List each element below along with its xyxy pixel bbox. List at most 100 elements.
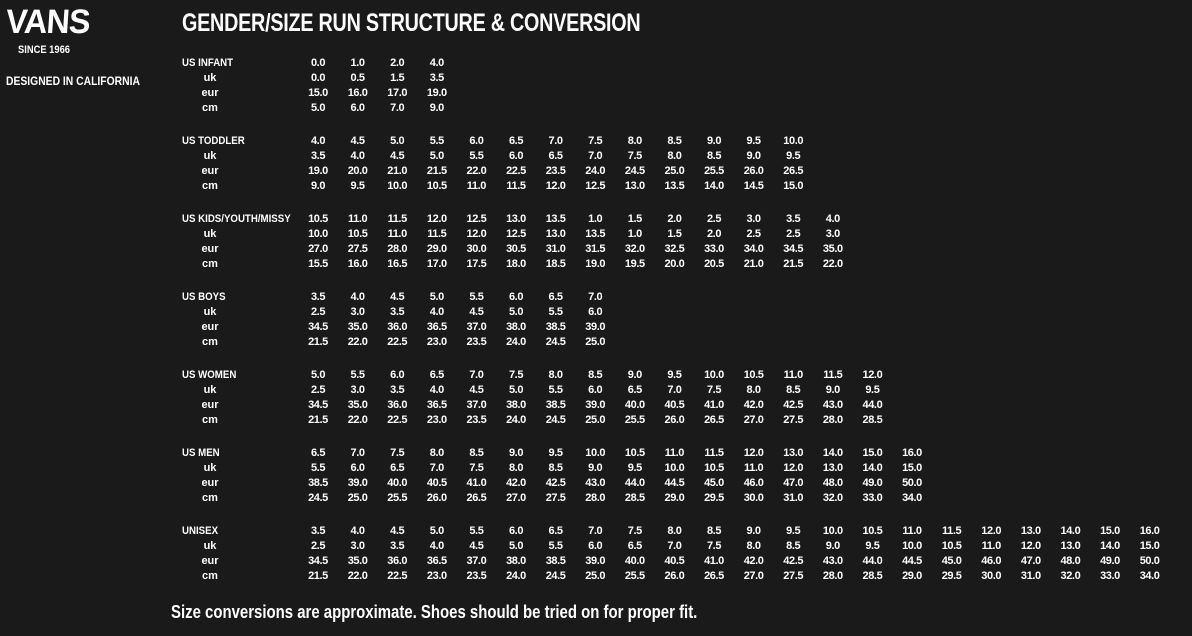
section-label: UNISEX bbox=[182, 525, 219, 537]
size-cell: 19.0 bbox=[585, 258, 606, 270]
size-row-uk: uk 2.5 3.0 3.5 4.0 4.5 5.0 5.5 6.0 6.5 7.0 7.5 8.0 8.… bbox=[0, 539, 1192, 554]
size-cell: 5.0 bbox=[429, 525, 444, 537]
size-cell: 1.0 bbox=[588, 213, 603, 225]
size-row-cm: cm 5.0 6.0 7.0 9.0 bbox=[0, 101, 1192, 116]
size-cell: 11.0 bbox=[902, 525, 922, 537]
size-cell: 8.5 bbox=[469, 447, 484, 459]
section-label: US KIDS/YOUTH/MISSY bbox=[182, 213, 291, 225]
size-cell: 28.5 bbox=[862, 570, 883, 582]
size-cell: 6.5 bbox=[548, 150, 563, 162]
size-cell: 16.0 bbox=[347, 87, 368, 99]
tagline: DESIGNED IN CALIFORNIA bbox=[6, 76, 140, 88]
size-row-uk: uk 10.0 10.5 11.0 11.5 12.0 12.5 13.0 13.5 1.0 1.5… bbox=[0, 227, 1192, 242]
size-cell: 11.0 bbox=[981, 540, 1002, 552]
size-cell: 5.5 bbox=[469, 291, 484, 303]
size-cell: 36.5 bbox=[426, 555, 447, 567]
size-cell: 36.0 bbox=[387, 399, 408, 411]
size-cell: 45.0 bbox=[941, 555, 962, 567]
row-label: uk bbox=[203, 462, 217, 474]
size-cell: 38.5 bbox=[545, 321, 566, 333]
size-cell: 7.0 bbox=[350, 447, 365, 459]
size-cell: 8.5 bbox=[548, 462, 563, 474]
row-label: cm bbox=[202, 414, 218, 426]
size-cell: 13.0 bbox=[783, 447, 804, 459]
size-cell: 50.0 bbox=[1139, 555, 1160, 567]
size-cell: 25.0 bbox=[664, 165, 685, 177]
size-cell: 24.5 bbox=[545, 336, 566, 348]
size-cell: 3.5 bbox=[429, 72, 444, 84]
size-cell: 19.0 bbox=[308, 165, 328, 177]
section-label: US TODDLER bbox=[182, 135, 245, 147]
size-row-us: US BOYS 3.5 4.0 4.5 5.0 5.5 6.0 6.5 7.0 bbox=[0, 290, 1192, 305]
size-cell: 6.5 bbox=[548, 525, 563, 537]
size-cell: 2.0 bbox=[667, 213, 682, 225]
size-cell: 32.0 bbox=[1060, 570, 1081, 582]
size-cell: 7.0 bbox=[469, 369, 484, 381]
size-cell: 30.0 bbox=[743, 492, 764, 504]
size-cell: 5.0 bbox=[508, 384, 524, 396]
size-cell: 28.5 bbox=[624, 492, 645, 504]
size-row-eur: eur 34.5 35.0 36.0 36.5 37.0 38.0 38.5 39.0 40.0 4… bbox=[0, 398, 1192, 413]
size-cell: 2.5 bbox=[786, 228, 801, 240]
size-cell: 2.5 bbox=[310, 306, 326, 318]
size-cell: 7.5 bbox=[469, 462, 484, 474]
size-cell: 9.0 bbox=[429, 102, 444, 114]
size-cell: 25.0 bbox=[585, 570, 606, 582]
size-cell: 8.5 bbox=[706, 525, 722, 537]
size-cell: 22.5 bbox=[387, 570, 408, 582]
size-cell: 10.5 bbox=[308, 213, 328, 225]
size-cell: 11.5 bbox=[823, 369, 843, 381]
size-cell: 6.0 bbox=[350, 462, 365, 474]
size-cell: 9.0 bbox=[825, 540, 840, 552]
size-cell: 3.5 bbox=[390, 540, 405, 552]
size-cell: 9.5 bbox=[548, 447, 563, 459]
size-cell: 27.0 bbox=[308, 243, 328, 255]
size-cell: 14.0 bbox=[704, 180, 724, 192]
size-cell: 49.0 bbox=[862, 477, 883, 489]
size-cell: 40.5 bbox=[664, 555, 685, 567]
size-cell: 13.0 bbox=[822, 462, 843, 474]
size-cell: 8.5 bbox=[706, 150, 722, 162]
size-cell: 34.5 bbox=[308, 399, 328, 411]
row-label: eur bbox=[201, 477, 219, 489]
size-cell: 34.5 bbox=[308, 321, 328, 333]
size-cell: 3.5 bbox=[786, 213, 801, 225]
size-cell: 38.0 bbox=[506, 555, 526, 567]
size-cell: 31.5 bbox=[585, 243, 606, 255]
row-label: uk bbox=[203, 150, 217, 162]
size-cell: 27.5 bbox=[783, 570, 804, 582]
size-row-eur: eur 27.0 27.5 28.0 29.0 30.0 30.5 31.0 31.5 32.0 3… bbox=[0, 242, 1192, 257]
size-cell: 9.0 bbox=[746, 150, 761, 162]
size-cell: 6.0 bbox=[469, 135, 484, 147]
size-cell: 12.0 bbox=[426, 213, 447, 225]
size-cell: 6.0 bbox=[390, 369, 405, 381]
size-cell: 1.5 bbox=[667, 228, 682, 240]
size-cell: 23.5 bbox=[466, 414, 487, 426]
size-cell: 3.0 bbox=[350, 540, 365, 552]
row-label: eur bbox=[201, 165, 219, 177]
size-cell: 25.5 bbox=[704, 165, 724, 177]
size-cell: 9.0 bbox=[706, 135, 722, 147]
size-cell: 37.0 bbox=[466, 321, 487, 333]
size-cell: 10.0 bbox=[902, 540, 922, 552]
size-cell: 26.0 bbox=[664, 414, 685, 426]
size-cell: 2.5 bbox=[310, 540, 326, 552]
size-cell: 15.0 bbox=[308, 87, 328, 99]
size-cell: 8.5 bbox=[786, 384, 801, 396]
size-cell: 1.0 bbox=[627, 228, 642, 240]
size-row-uk: uk 3.5 4.0 4.5 5.0 5.5 6.0 6.5 7.0 7.5 8.0 8.5 9.0 9.… bbox=[0, 149, 1192, 164]
size-cell: 13.5 bbox=[585, 228, 606, 240]
size-cell: 26.5 bbox=[466, 492, 487, 504]
size-cell: 5.0 bbox=[508, 540, 524, 552]
size-cell: 13.5 bbox=[664, 180, 685, 192]
size-cell: 15.0 bbox=[902, 462, 922, 474]
size-cell: 28.0 bbox=[822, 414, 843, 426]
size-cell: 22.5 bbox=[387, 414, 408, 426]
size-cell: 38.0 bbox=[506, 399, 526, 411]
size-cell: 3.5 bbox=[310, 525, 326, 537]
size-cell: 29.0 bbox=[902, 570, 922, 582]
size-cell: 36.0 bbox=[387, 321, 408, 333]
size-cell: 4.0 bbox=[350, 150, 365, 162]
size-row-us: US KIDS/YOUTH/MISSY 10.5 11.0 11.5 12.0 12.5 1… bbox=[0, 212, 1192, 227]
size-cell: 28.0 bbox=[822, 570, 843, 582]
